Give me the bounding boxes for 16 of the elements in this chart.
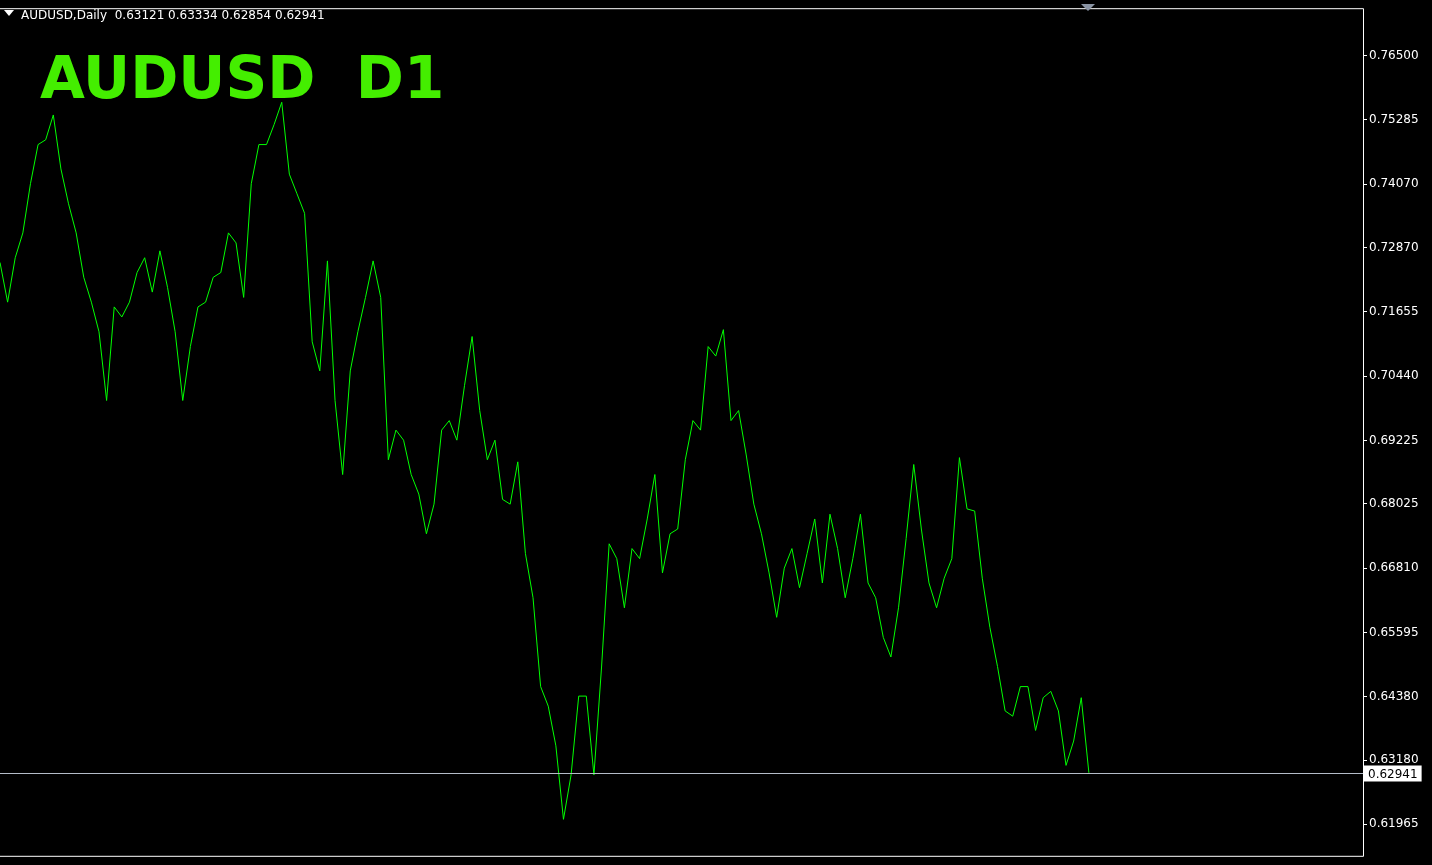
y-tick-label: 0.76500: [1369, 47, 1419, 62]
y-tick-label: 0.69225: [1369, 432, 1419, 447]
text: AUDUSD D1: [40, 44, 445, 112]
y-tick-label: 0.71655: [1369, 304, 1419, 319]
y-tick-label: 0.75285: [1369, 112, 1419, 127]
y-tick-label: 0.66810: [1369, 560, 1419, 575]
y-tick-label: 0.61965: [1369, 816, 1419, 831]
chart-subtitle: AUDUSD,Daily 0.63121 0.63334 0.62854 0.62941: [21, 8, 325, 22]
y-tick-label: 0.64380: [1369, 688, 1419, 703]
y-tick-label: 0.70440: [1369, 368, 1419, 383]
y-tick-label: 0.63180: [1369, 752, 1419, 767]
y-tick-label: 0.72870: [1369, 239, 1419, 254]
ref-line-label: 0.62941: [1368, 766, 1418, 781]
y-tick-label: 0.68025: [1369, 496, 1419, 511]
y-tick-label: 0.65595: [1369, 624, 1419, 639]
y-tick-label: 0.74070: [1369, 176, 1419, 191]
